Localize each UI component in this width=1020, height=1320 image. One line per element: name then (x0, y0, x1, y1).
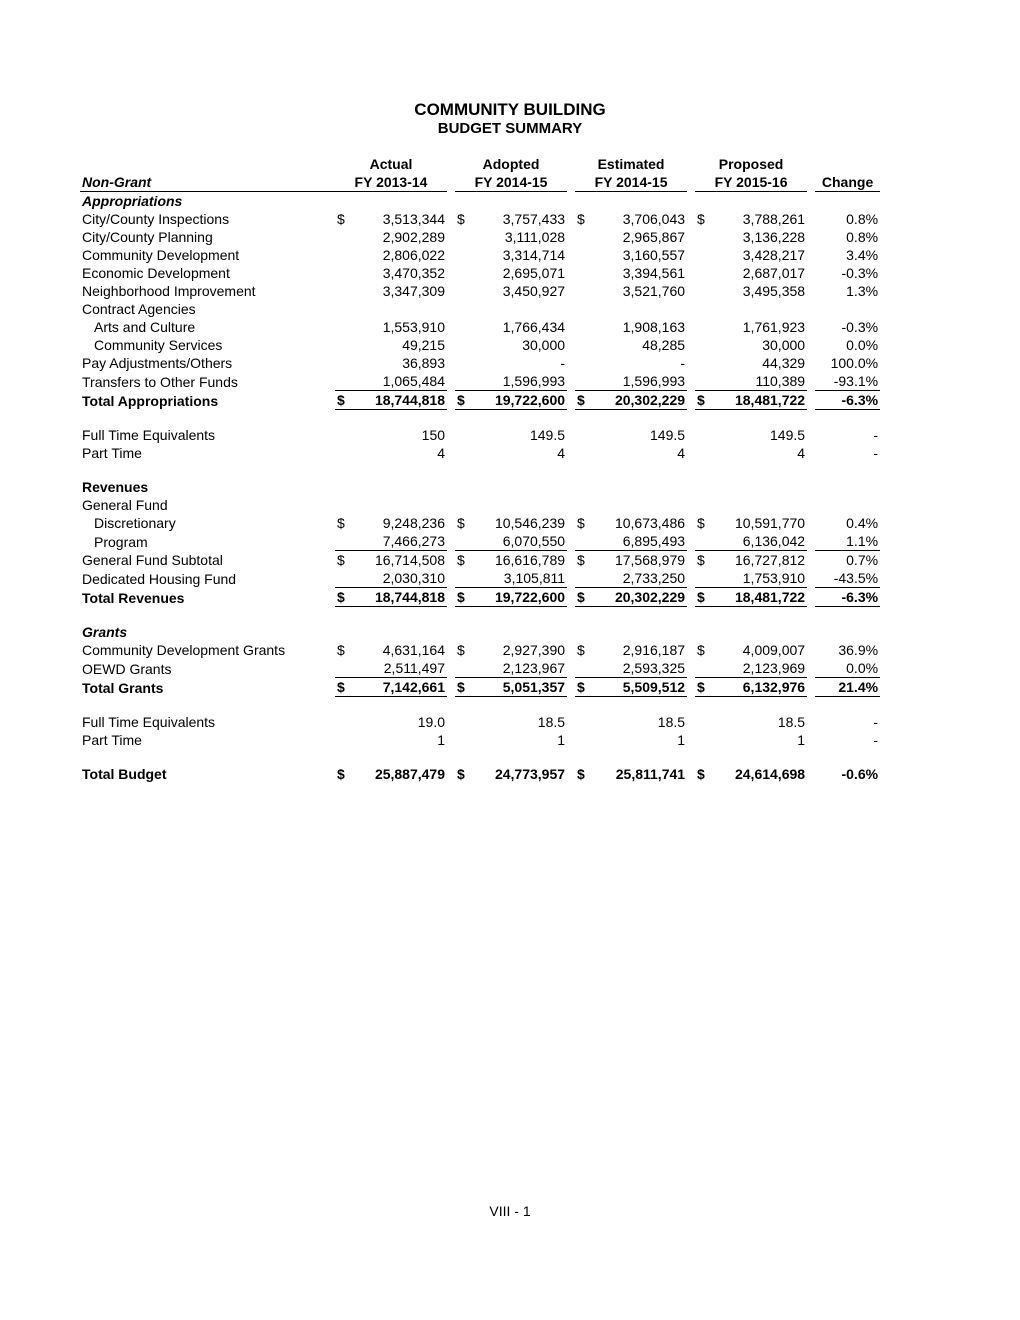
page-footer: VIII - 1 (80, 1203, 940, 1219)
table-row: Economic Development 3,470,352 2,695,071… (80, 264, 940, 282)
fy-proposed: FY 2015-16 (695, 173, 807, 192)
table-row: City/County Planning 2,902,289 3,111,028… (80, 228, 940, 246)
table-row: Arts and Culture 1,553,910 1,766,434 1,9… (80, 318, 940, 336)
table-row: Discretionary $9,248,236 $10,546,239 $10… (80, 514, 940, 532)
non-grant-label: Non-Grant (80, 173, 335, 192)
table-row: Transfers to Other Funds 1,065,484 1,596… (80, 372, 940, 391)
table-row: General Fund Subtotal $16,714,508 $16,61… (80, 551, 940, 570)
page-subtitle: BUDGET SUMMARY (80, 120, 940, 137)
table-row: Dedicated Housing Fund 2,030,310 3,105,8… (80, 569, 940, 588)
header-row-top: Actual Adopted Estimated Proposed (80, 155, 940, 173)
total-grants-row: Total Grants $7,142,661 $5,051,357 $5,50… (80, 678, 940, 697)
table-row: Community Services 49,215 30,000 48,285 … (80, 336, 940, 354)
total-revenues-row: Total Revenues $18,744,818 $19,722,600 $… (80, 588, 940, 607)
table-row: Part Time 4 4 4 4 - (80, 444, 940, 462)
fy-actual: FY 2013-14 (335, 173, 447, 192)
section-general-fund: General Fund (80, 496, 940, 514)
table-row: Full Time Equivalents 19.0 18.5 18.5 18.… (80, 713, 940, 731)
total-budget-row: Total Budget $25,887,479 $24,773,957 $25… (80, 765, 940, 783)
budget-table: Actual Adopted Estimated Proposed Non-Gr… (80, 155, 940, 783)
page-title: COMMUNITY BUILDING (80, 100, 940, 120)
section-appropriations: Appropriations (80, 192, 940, 211)
table-row: Part Time 1 1 1 1 - (80, 731, 940, 749)
table-row: Community Development Grants $4,631,164 … (80, 641, 940, 659)
table-row: Neighborhood Improvement 3,347,309 3,450… (80, 282, 940, 300)
table-row: Community Development 2,806,022 3,314,71… (80, 246, 940, 264)
table-row: Pay Adjustments/Others 36,893 - - 44,329… (80, 354, 940, 372)
section-revenues: Revenues (80, 478, 940, 496)
col-actual: Actual (335, 155, 447, 173)
table-row: Full Time Equivalents 150 149.5 149.5 14… (80, 426, 940, 444)
fy-adopted: FY 2014-15 (455, 173, 567, 192)
col-estimated: Estimated (575, 155, 687, 173)
total-appropriations-row: Total Appropriations $18,744,818 $19,722… (80, 391, 940, 410)
table-row: City/County Inspections $3,513,344 $3,75… (80, 210, 940, 228)
header-row-bottom: Non-Grant FY 2013-14 FY 2014-15 FY 2014-… (80, 173, 940, 192)
col-proposed: Proposed (695, 155, 807, 173)
table-row: Program 7,466,273 6,070,550 6,895,493 6,… (80, 532, 940, 551)
change-header: Change (815, 173, 880, 192)
section-grants: Grants (80, 623, 940, 641)
section-contract-agencies: Contract Agencies (80, 300, 940, 318)
fy-estimated: FY 2014-15 (575, 173, 687, 192)
table-row: OEWD Grants 2,511,497 2,123,967 2,593,32… (80, 659, 940, 678)
col-adopted: Adopted (455, 155, 567, 173)
